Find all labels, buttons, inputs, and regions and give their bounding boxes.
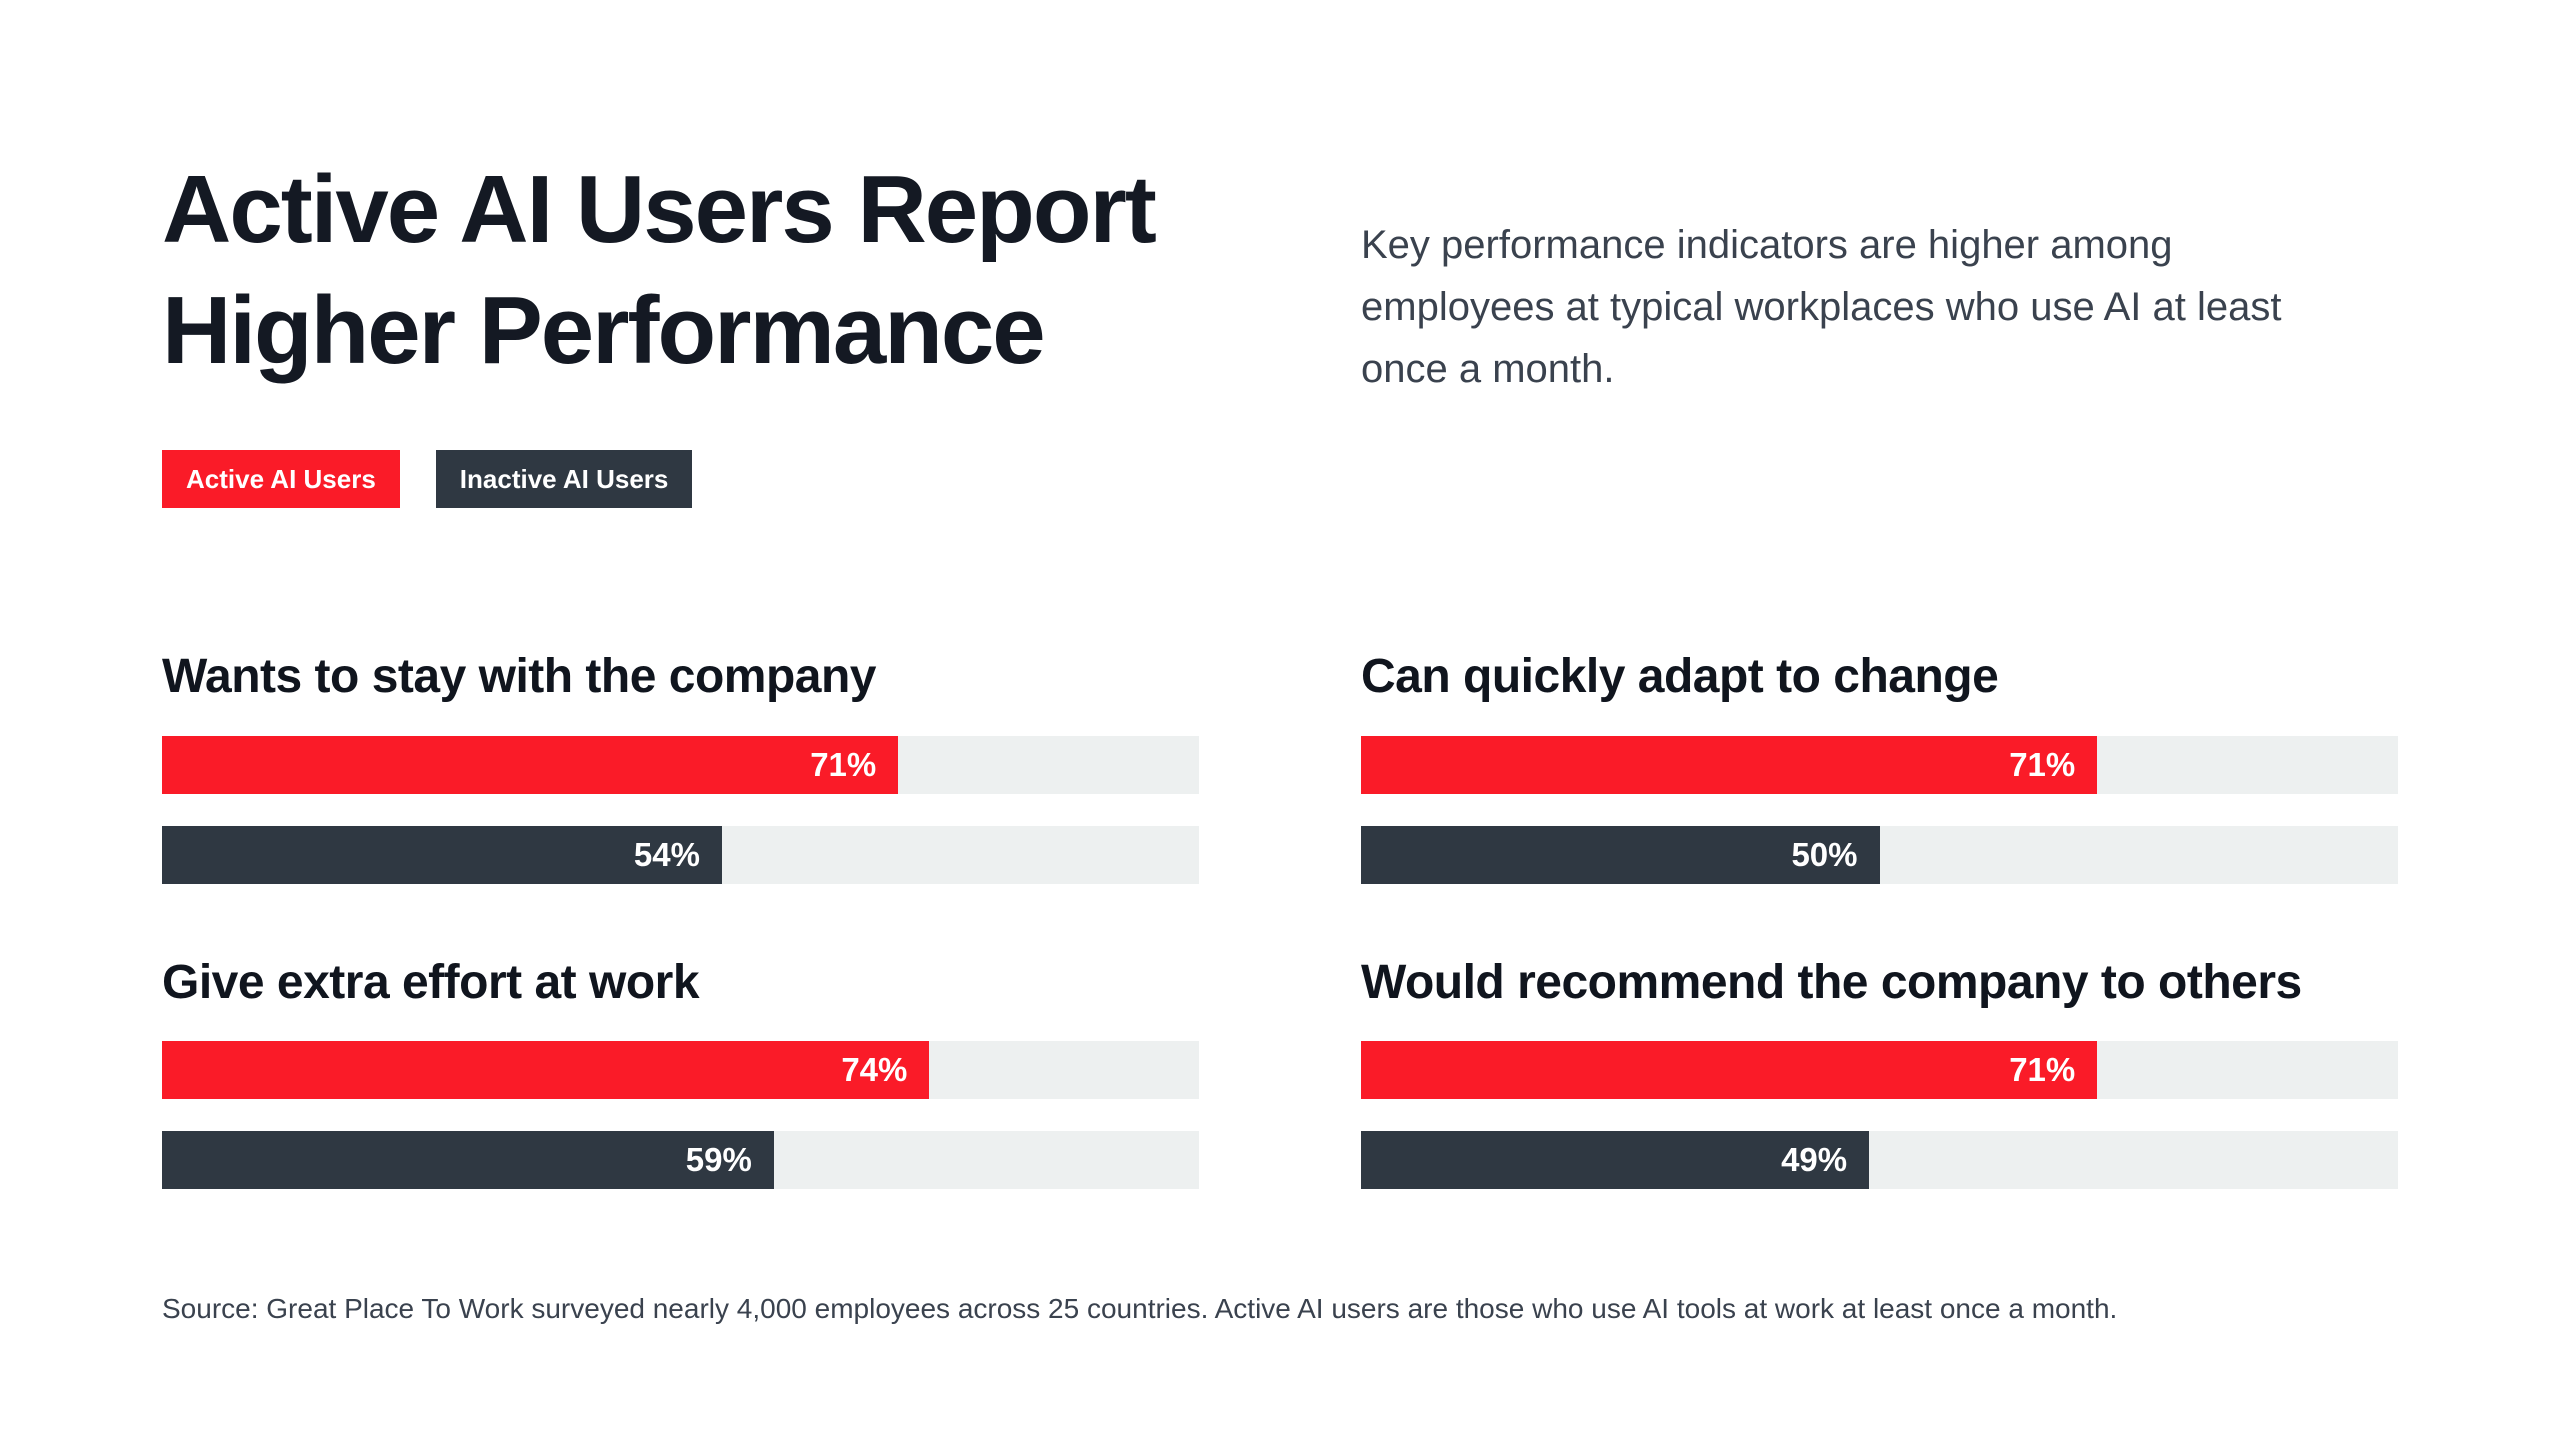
charts-grid: Wants to stay with the company 71% 54% C… [162,648,2398,1190]
chart-group-title: Wants to stay with the company [162,650,876,703]
bar-value-label: 74% [841,1051,908,1089]
chart-legend: Active AI Users Inactive AI Users [162,450,2398,508]
header: Active AI Users Report Higher Performanc… [162,150,2398,400]
bar-value-label: 71% [810,745,877,783]
bar-value-label: 71% [2009,745,2076,783]
chart-group-adapt-to-change: Can quickly adapt to change 71% 50% [1361,648,2398,884]
bar-track-inactive: 59% [162,1131,1199,1190]
legend-chip-inactive-ai-users: Inactive AI Users [435,450,693,508]
source-note: Source: Great Place To Work surveyed nea… [162,1293,2118,1325]
page-title: Active AI Users Report Higher Performanc… [162,150,1199,392]
bar-track-inactive: 49% [1361,1131,2398,1190]
bar-fill-inactive: 59% [162,1131,774,1190]
bar-track-active: 71% [162,735,1199,794]
bar-value-label: 71% [2009,1051,2076,1089]
bar-track-active: 74% [162,1041,1199,1100]
bar-value-label: 54% [633,835,700,873]
page-title-line-2: Higher Performance [162,276,1046,384]
bar-track-inactive: 54% [162,825,1199,884]
chart-group-extra-effort: Give extra effort at work 74% 59% [162,954,1199,1190]
bar-fill-active: 74% [162,1041,930,1100]
footer: Source: Great Place To Work surveyed nea… [162,1293,2398,1325]
bar-fill-active: 71% [162,735,899,794]
bar-fill-active: 71% [1361,735,2098,794]
bar-track-active: 71% [1361,1041,2398,1100]
bar-value-label: 50% [1791,835,1858,873]
bar-value-label: 59% [685,1141,752,1179]
legend-chip-active-ai-users: Active AI Users [162,450,400,508]
chart-group-title: Give extra effort at work [162,955,700,1009]
bar-fill-active: 71% [1361,1041,2098,1100]
chart-group-stay-with-company: Wants to stay with the company 71% 54% [162,648,1199,884]
chart-group-recommend-company: Would recommend the company to others 71… [1361,954,2398,1190]
chart-group-title: Can quickly adapt to change [1361,650,1999,703]
page-title-line-1: Active AI Users Report [162,156,1157,263]
bar-fill-inactive: 50% [1361,825,1880,884]
bar-value-label: 49% [1781,1141,1848,1179]
bar-fill-inactive: 54% [162,825,722,884]
subtitle: Key performance indicators are higher am… [1361,223,2282,391]
chart-group-title: Would recommend the company to others [1361,955,2302,1009]
bar-fill-inactive: 49% [1361,1131,1870,1190]
bar-track-active: 71% [1361,735,2398,794]
bar-track-inactive: 50% [1361,825,2398,884]
